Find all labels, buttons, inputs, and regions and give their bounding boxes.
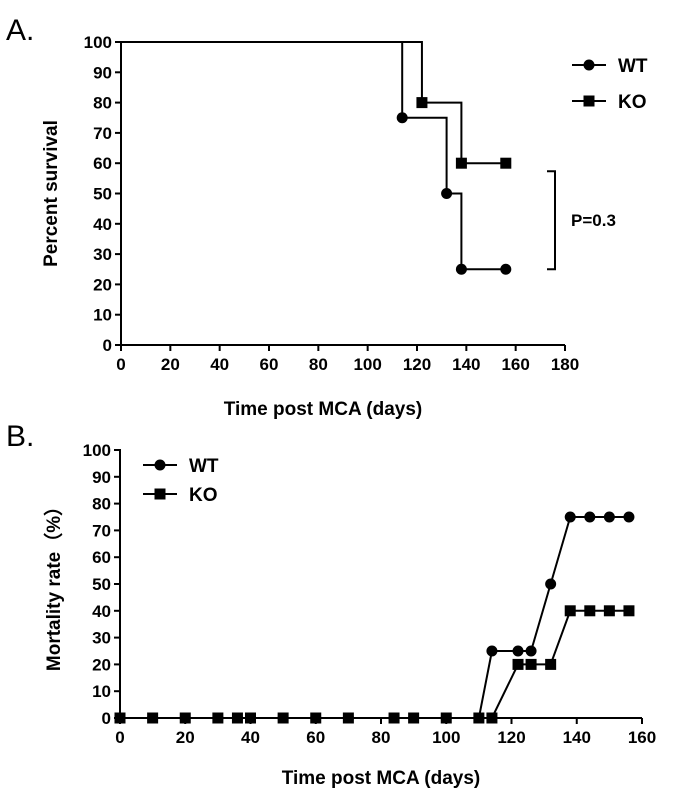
ko-data-point <box>310 712 322 724</box>
wt-data-point <box>500 263 512 275</box>
wt-data-point <box>584 511 596 523</box>
ko-data-point <box>416 97 428 109</box>
legend-label-wt: WT <box>189 456 219 477</box>
ko-data-point <box>500 157 512 169</box>
x-tick-label: 100 <box>353 355 381 374</box>
x-tick-label: 20 <box>161 355 180 374</box>
y-tick-label: 70 <box>93 124 112 143</box>
y-tick-label: 30 <box>93 245 112 264</box>
wt-data-point <box>603 511 615 523</box>
y-axis-title: Mortality rate（%） <box>42 497 65 671</box>
y-tick-label: 0 <box>103 336 112 355</box>
ko-data-point <box>512 658 524 670</box>
ko-data-point <box>342 712 354 724</box>
ko-data-point <box>486 712 498 724</box>
ko-data-point <box>525 658 537 670</box>
ko-data-point <box>440 712 452 724</box>
y-tick-label: 80 <box>92 495 111 514</box>
wt-series-line <box>121 41 506 271</box>
wt-data-point <box>512 645 524 657</box>
wt-data-point <box>486 645 498 657</box>
wt-data-point <box>441 188 453 199</box>
x-tick-label: 0 <box>116 355 125 374</box>
panel-b-mortality-chart: B. 0 10 20 30 40 50 60 70 80 90 100 0 20 40 60 80 100 120 1… <box>6 420 656 789</box>
wt-data-point <box>525 645 537 657</box>
ko-data-point <box>584 605 596 617</box>
ko-data-point <box>212 712 224 724</box>
legend-label-ko: KO <box>618 92 647 113</box>
p-value-label: P=0.3 <box>571 211 616 230</box>
y-tick-label: 100 <box>83 441 111 460</box>
legend-marker-wt <box>154 459 166 471</box>
x-tick-label: 80 <box>372 728 391 747</box>
x-tick-label: 20 <box>176 728 195 747</box>
ko-data-point <box>147 712 159 724</box>
panel-label: B. <box>6 420 34 453</box>
x-axis-title: Time post MCA (days) <box>282 768 480 789</box>
wt-data-point <box>623 511 635 523</box>
y-tick-label: 10 <box>93 306 112 325</box>
ko-data-point <box>277 712 289 724</box>
y-tick-label: 40 <box>92 602 111 621</box>
x-tick-label: 120 <box>403 355 431 374</box>
y-tick-label: 10 <box>92 682 111 701</box>
y-tick-label: 50 <box>92 575 111 594</box>
y-axis-title: Percent survival <box>41 120 62 267</box>
y-tick-label: 80 <box>93 94 112 113</box>
significance-bracket <box>547 170 556 271</box>
y-tick-label: 60 <box>93 154 112 173</box>
x-tick-label: 160 <box>628 728 656 747</box>
wt-data-point <box>455 263 467 275</box>
ko-data-point <box>545 658 557 670</box>
y-tick-label: 90 <box>93 63 112 82</box>
legend-marker-ko <box>154 488 166 500</box>
x-tick-label: 0 <box>115 728 124 747</box>
ko-data-point <box>388 712 400 724</box>
x-tick-label: 140 <box>452 355 480 374</box>
x-axis-title: Time post MCA (days) <box>224 399 422 420</box>
ko-series-line <box>121 41 506 165</box>
x-tick-label: 180 <box>551 355 579 374</box>
wt-data-point <box>396 112 408 124</box>
y-tick-label: 40 <box>93 215 112 234</box>
wt-data-point <box>564 511 576 523</box>
ko-data-point <box>564 605 576 617</box>
panel-a-survival-chart: A. 0 10 20 30 40 50 60 70 80 90 100 0 20 40 60 80 100 120 1… <box>6 14 648 420</box>
y-tick-label: 90 <box>92 468 111 487</box>
ko-data-point <box>179 712 191 724</box>
x-tick-label: 120 <box>497 728 525 747</box>
panel-label: A. <box>6 14 34 47</box>
legend-label-wt: WT <box>618 56 648 77</box>
ko-data-point <box>231 712 243 724</box>
ko-data-point <box>408 712 420 724</box>
wt-data-point <box>545 578 557 590</box>
ko-data-point <box>455 157 467 169</box>
x-tick-label: 160 <box>501 355 529 374</box>
y-tick-label: 70 <box>92 521 111 540</box>
y-tick-label: 30 <box>92 629 111 648</box>
ko-data-point <box>623 605 635 617</box>
x-tick-label: 80 <box>309 355 328 374</box>
y-tick-label: 100 <box>84 33 112 52</box>
ko-data-point <box>245 712 256 724</box>
y-tick-label: 20 <box>93 275 112 294</box>
ko-data-point <box>473 712 485 724</box>
wt-series-line <box>120 516 629 719</box>
y-tick-label: 0 <box>102 709 111 728</box>
x-tick-label: 40 <box>241 728 260 747</box>
x-tick-label: 100 <box>432 728 460 747</box>
y-tick-label: 20 <box>92 655 111 674</box>
x-tick-label: 140 <box>563 728 591 747</box>
ko-data-point <box>603 605 615 617</box>
legend-marker-wt <box>583 59 595 71</box>
x-tick-label: 60 <box>260 355 279 374</box>
legend-label-ko: KO <box>189 485 218 506</box>
ko-data-point <box>114 712 126 724</box>
legend-marker-ko <box>583 95 595 107</box>
x-tick-label: 60 <box>306 728 325 747</box>
y-tick-label: 60 <box>92 548 111 567</box>
x-tick-label: 40 <box>210 355 229 374</box>
y-tick-label: 50 <box>93 185 112 204</box>
